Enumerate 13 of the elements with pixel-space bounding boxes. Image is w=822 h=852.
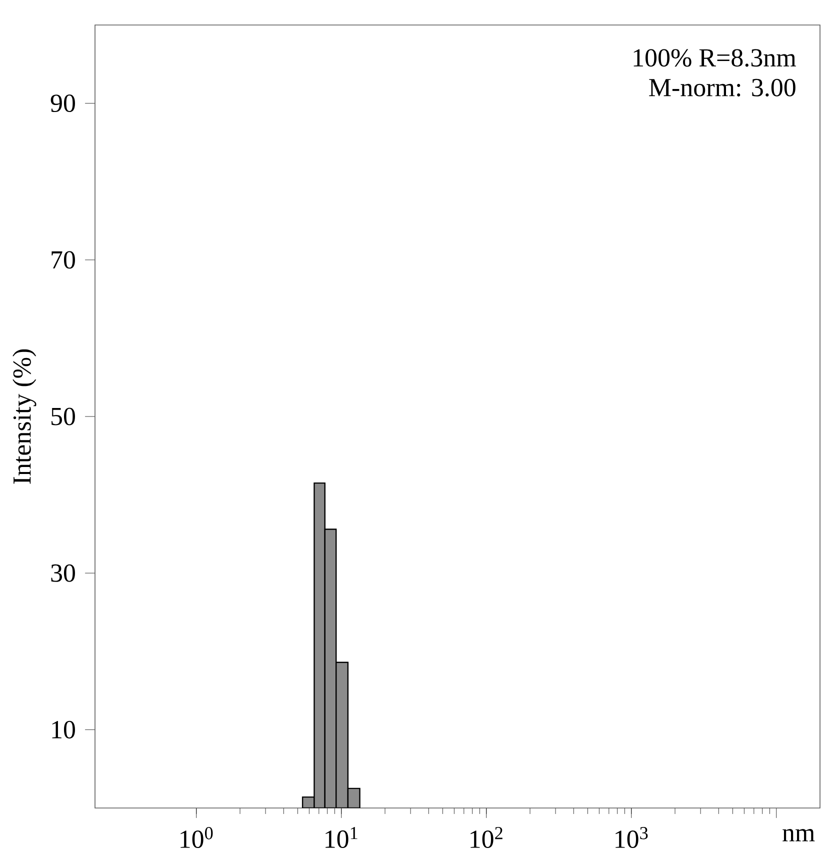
x-tick-label: 10$^{3}$: [616, 827, 648, 848]
x-axis-title: nm: [782, 829, 815, 842]
x-tick-label: 10$^{0}$: [180, 827, 213, 848]
y-tick-label: 30: [51, 564, 75, 582]
annotation: 100% R=8.3nm: [634, 49, 796, 67]
y-tick-label: 10: [52, 720, 75, 738]
annotation: M-norm: 3.00: [649, 78, 796, 96]
x-tick-label: 10$^{1}$: [326, 827, 358, 848]
y-tick-label: 90: [50, 94, 75, 112]
y-tick-label: 50: [51, 408, 75, 426]
x-tick-label: 10$^{2}$: [470, 827, 502, 848]
y-axis-title: Intensity (%): [12, 349, 36, 484]
y-tick-label: 70: [52, 251, 75, 269]
